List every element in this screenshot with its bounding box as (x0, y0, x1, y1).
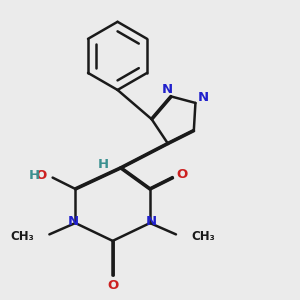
Text: CH₃: CH₃ (10, 230, 34, 242)
Text: H: H (29, 169, 40, 182)
Text: N: N (198, 91, 209, 103)
Text: O: O (107, 279, 118, 292)
Text: N: N (68, 215, 79, 228)
Text: O: O (176, 169, 188, 182)
Text: N: N (146, 215, 157, 228)
Text: H: H (98, 158, 109, 171)
Text: CH₃: CH₃ (191, 230, 215, 242)
Text: O: O (35, 169, 47, 182)
Text: N: N (162, 83, 173, 96)
